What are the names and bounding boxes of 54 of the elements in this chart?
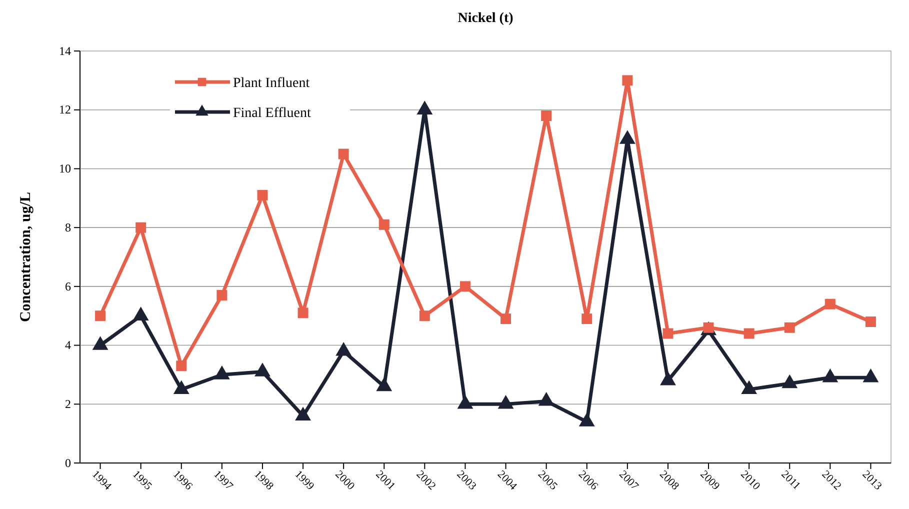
- point: [378, 219, 390, 230]
- point: [376, 377, 392, 392]
- chart-title: Nickel (t): [458, 11, 514, 26]
- point: [500, 314, 512, 324]
- point: [662, 328, 674, 339]
- x-tick-label: 1997: [211, 468, 236, 493]
- point: [498, 394, 514, 409]
- point: [419, 310, 430, 322]
- point: [660, 371, 676, 386]
- point: [862, 368, 879, 382]
- point: [582, 314, 592, 324]
- point: [822, 368, 838, 382]
- x-tick-label: 1995: [130, 468, 154, 493]
- point: [741, 380, 758, 394]
- point: [784, 322, 795, 333]
- point: [622, 75, 633, 86]
- y-tick-label: 4: [65, 338, 71, 352]
- x-tick-label: 1996: [170, 468, 195, 493]
- x-tick-label: 1998: [252, 468, 276, 493]
- point: [865, 316, 876, 327]
- y-axis-title: Concentration, ug/L: [18, 192, 34, 322]
- point: [782, 374, 798, 388]
- y-tick-label: 10: [59, 162, 71, 176]
- point: [538, 392, 554, 406]
- legend-label: Plant Influent: [233, 76, 310, 91]
- point: [214, 366, 230, 380]
- point: [92, 336, 108, 350]
- point: [744, 328, 754, 339]
- point: [824, 298, 836, 310]
- point: [254, 362, 270, 376]
- point: [460, 281, 470, 292]
- y-tick-label: 0: [65, 456, 71, 470]
- point: [132, 306, 149, 320]
- point: [298, 308, 308, 318]
- y-tick-label: 8: [65, 220, 71, 234]
- point: [336, 342, 352, 356]
- point: [578, 412, 595, 426]
- y-tick-label: 12: [59, 102, 71, 117]
- point: [457, 394, 474, 409]
- point: [295, 406, 311, 421]
- x-tick-label: 2007: [616, 468, 641, 493]
- y-tick-label: 14: [59, 44, 71, 58]
- point: [541, 110, 552, 121]
- y-tick-label: 6: [65, 279, 71, 294]
- point: [338, 148, 349, 160]
- x-tick-label: 1999: [292, 468, 317, 493]
- point: [136, 222, 146, 233]
- x-tick-label: 1994: [89, 468, 114, 493]
- point: [216, 290, 228, 300]
- y-tick-label: 2: [65, 396, 71, 411]
- point: [257, 190, 268, 200]
- point: [173, 380, 190, 394]
- point: [95, 310, 106, 322]
- legend-label: Final Effluent: [233, 106, 312, 121]
